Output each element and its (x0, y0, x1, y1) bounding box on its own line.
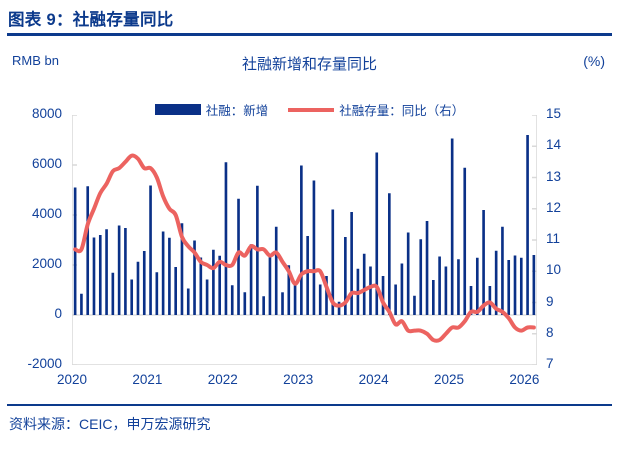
y2-axis-tick-label: 7 (546, 356, 554, 371)
chart-canvas (72, 115, 537, 365)
x-axis-tick-label: 2024 (358, 372, 389, 387)
y2-axis-tick-label: 15 (546, 106, 562, 121)
y2-axis-tick-label: 9 (546, 293, 554, 309)
y-axis-tick-label: 0 (54, 306, 62, 321)
y2-axis-tick-label: 11 (546, 231, 561, 246)
x-axis-tick-label: 2022 (207, 372, 238, 387)
y2-axis-tick-label: 12 (546, 199, 562, 215)
plot-area (72, 115, 537, 365)
y-axis-tick-label: 2000 (31, 256, 62, 271)
legend-line-swatch-icon (288, 107, 335, 112)
footer-divider (7, 404, 612, 406)
y2-axis-tick-label: 10 (546, 262, 562, 278)
y2-axis-tick-label: 13 (546, 168, 562, 184)
y2-axis-tick-label: 8 (546, 324, 554, 340)
y-axis-tick-label: 4000 (31, 206, 62, 221)
source-note: 资料来源：CEIC，申万宏源研究 (9, 416, 211, 432)
x-axis-tick-label: 2020 (56, 372, 88, 387)
legend-bar-swatch-icon (154, 104, 201, 115)
y-axis-tick-label: -2000 (27, 356, 62, 371)
chart-title: 社融新增和存量同比 (241, 56, 377, 73)
figure-title: 图表 9：社融存量同比 (8, 11, 174, 29)
y2-axis-tick-label: 14 (546, 137, 562, 153)
x-axis-tick-label: 2021 (132, 372, 163, 387)
y-axis-tick-label: 6000 (31, 156, 62, 171)
x-axis-tick-label: 2026 (509, 372, 540, 387)
x-axis-tick-label: 2025 (433, 372, 465, 387)
x-axis-tick-label: 2023 (283, 372, 314, 387)
left-axis-unit-label: RMB bn (12, 53, 59, 68)
right-axis-unit-label: (%) (583, 53, 605, 69)
left-margin-mask (0, 0, 4, 455)
y-axis-tick-label: 8000 (31, 106, 62, 121)
title-divider (7, 33, 612, 36)
